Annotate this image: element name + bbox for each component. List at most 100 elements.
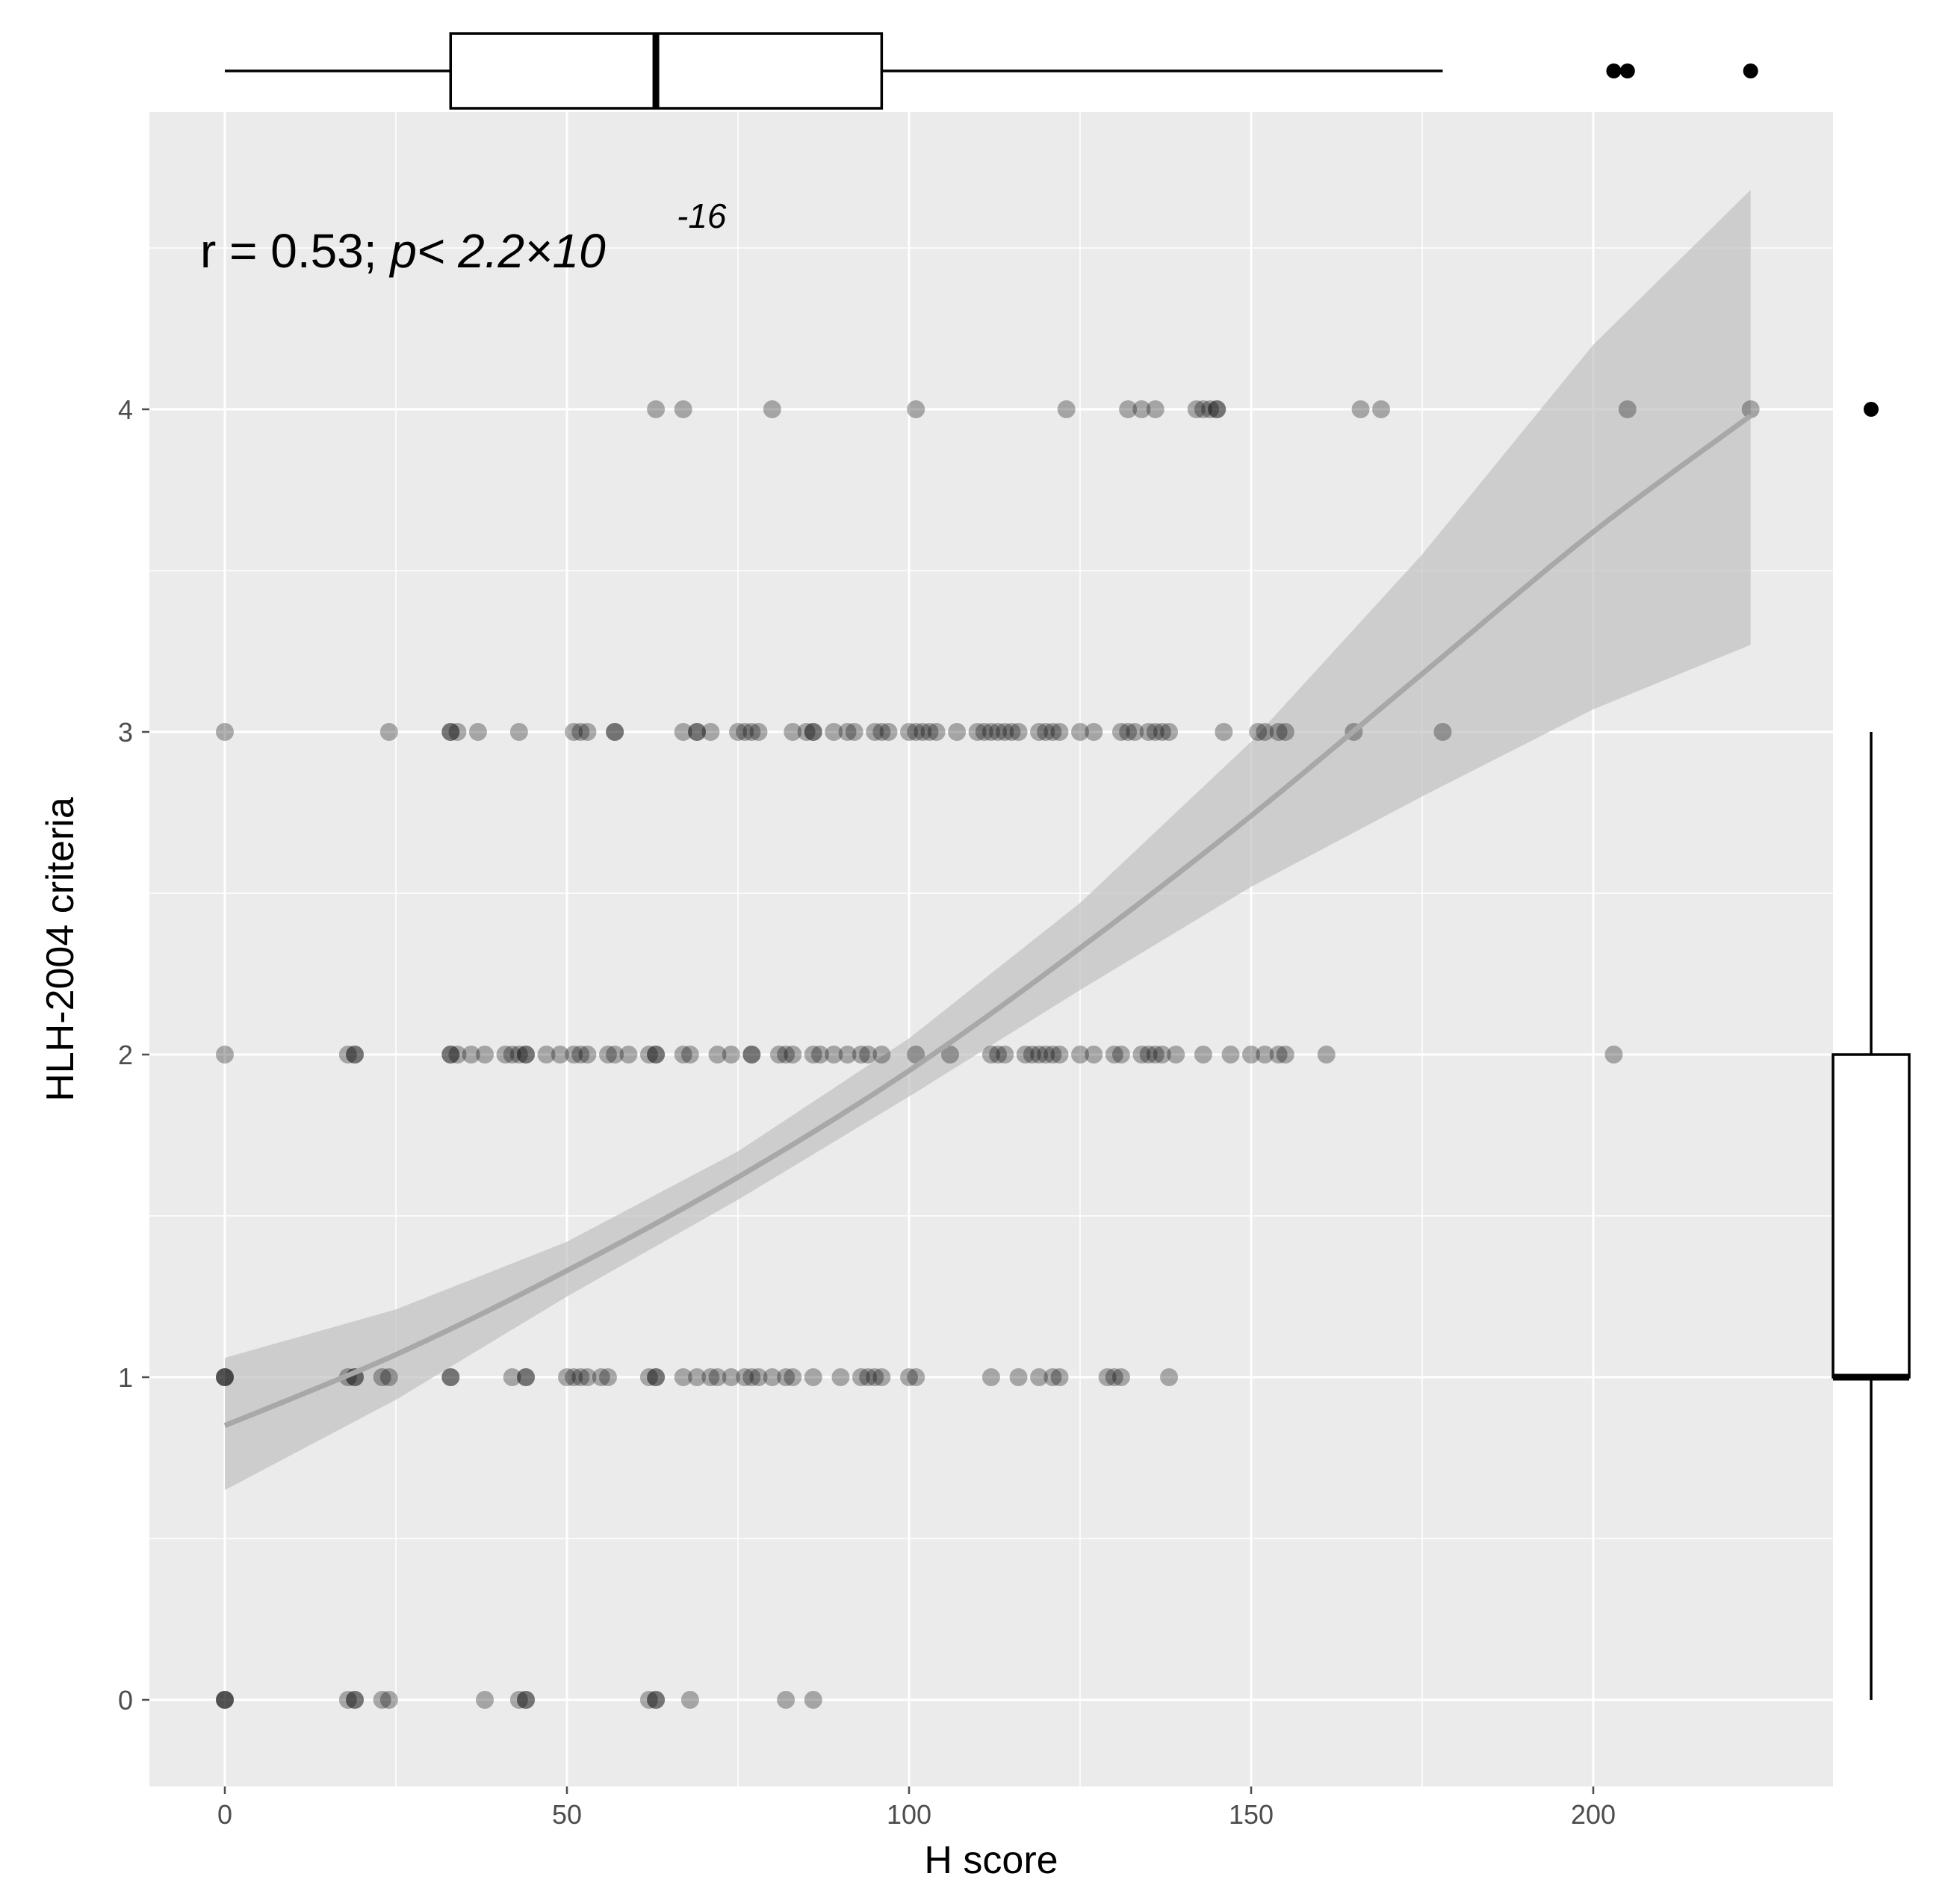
- annotation-rest: < 2.2×10: [417, 224, 606, 278]
- x-tick-label: 100: [887, 1799, 931, 1830]
- data-point: [736, 723, 754, 741]
- marginal-y-boxplot: [1832, 402, 1911, 1700]
- data-point: [571, 1046, 590, 1064]
- data-point: [565, 723, 583, 741]
- data-point: [338, 1691, 357, 1709]
- data-point: [804, 1691, 822, 1709]
- data-point: [825, 1046, 843, 1064]
- data-point: [1085, 723, 1103, 741]
- y-axis-ticks: 0 1 2 3 4: [118, 394, 149, 1716]
- data-point: [647, 400, 666, 418]
- data-point: [476, 1046, 494, 1064]
- data-point: [537, 1046, 556, 1064]
- data-point: [1126, 723, 1144, 741]
- data-point: [981, 1368, 1000, 1386]
- data-point: [1221, 1046, 1240, 1064]
- data-point: [517, 1368, 536, 1386]
- data-point: [216, 1046, 234, 1064]
- data-point: [872, 723, 891, 741]
- data-point: [509, 723, 528, 741]
- data-point: [1043, 1046, 1062, 1064]
- data-point: [749, 1368, 768, 1386]
- data-point: [1153, 723, 1171, 741]
- data-point: [907, 400, 925, 418]
- data-point: [1098, 1368, 1117, 1386]
- data-point: [859, 1368, 878, 1386]
- data-point: [647, 1368, 666, 1386]
- data-point: [1105, 1368, 1123, 1386]
- data-point: [701, 723, 720, 741]
- data-point: [639, 1368, 658, 1386]
- box: [1832, 1053, 1911, 1379]
- data-point: [729, 723, 747, 741]
- data-point: [900, 1368, 918, 1386]
- data-point: [866, 1368, 884, 1386]
- data-point: [1256, 1046, 1274, 1064]
- data-point: [578, 1368, 597, 1386]
- data-point: [674, 1368, 692, 1386]
- data-point: [647, 1368, 666, 1386]
- data-point: [379, 723, 398, 741]
- data-point: [503, 1368, 521, 1386]
- data-point: [558, 1368, 576, 1386]
- data-point: [1111, 723, 1130, 741]
- data-point: [571, 1368, 590, 1386]
- data-point: [509, 1691, 528, 1709]
- data-point: [831, 1368, 850, 1386]
- data-point: [981, 1046, 1000, 1064]
- data-point: [1269, 1046, 1288, 1064]
- data-point: [216, 1691, 234, 1709]
- data-point: [1009, 723, 1028, 741]
- data-point: [742, 1368, 761, 1386]
- data-point: [338, 1046, 357, 1064]
- data-point: [749, 723, 768, 741]
- data-point: [468, 723, 487, 741]
- data-point: [1043, 1368, 1062, 1386]
- data-point: [509, 1046, 528, 1064]
- data-point: [379, 1691, 398, 1709]
- data-point: [1208, 400, 1226, 418]
- data-point: [742, 1046, 761, 1064]
- data-point: [688, 1368, 707, 1386]
- data-point: [517, 1046, 536, 1064]
- data-point: [441, 1368, 460, 1386]
- data-point: [1194, 1046, 1212, 1064]
- data-point: [551, 1046, 569, 1064]
- fit-line: [223, 413, 1752, 1429]
- data-point: [722, 1368, 740, 1386]
- data-point: [606, 723, 624, 741]
- data-point: [1208, 400, 1226, 418]
- data-point: [216, 1368, 234, 1386]
- y-tick-label: 2: [118, 1040, 133, 1070]
- data-point: [517, 1691, 536, 1709]
- data-point: [940, 1046, 959, 1064]
- data-point: [346, 1046, 365, 1064]
- data-point: [1604, 1046, 1623, 1064]
- data-point: [1139, 723, 1158, 741]
- data-point: [441, 1046, 460, 1064]
- correlation-annotation: r = 0.53; p< 2.2×10: [200, 224, 606, 278]
- x-tick-label: 50: [552, 1799, 582, 1830]
- data-point: [647, 1046, 666, 1064]
- data-point: [975, 723, 993, 741]
- data-point: [838, 1046, 857, 1064]
- data-point: [968, 723, 987, 741]
- outlier-point: [1864, 402, 1879, 417]
- data-point: [565, 1368, 583, 1386]
- data-point: [647, 1046, 666, 1064]
- data-point: [1276, 1046, 1294, 1064]
- annotation-prefix: r = 0.53;: [200, 224, 390, 278]
- data-point: [1146, 723, 1164, 741]
- data-point: [1194, 400, 1212, 418]
- data-point: [674, 400, 692, 418]
- data-point: [845, 723, 863, 741]
- data-point: [1160, 1368, 1179, 1386]
- data-point: [825, 723, 843, 741]
- annotation-p: p: [388, 224, 417, 278]
- data-point: [1153, 1046, 1171, 1064]
- data-point: [1372, 400, 1391, 418]
- outlier-point: [1743, 63, 1758, 78]
- data-point: [701, 1368, 720, 1386]
- marginal-x-boxplot: [225, 32, 1758, 110]
- data-point: [503, 1046, 521, 1064]
